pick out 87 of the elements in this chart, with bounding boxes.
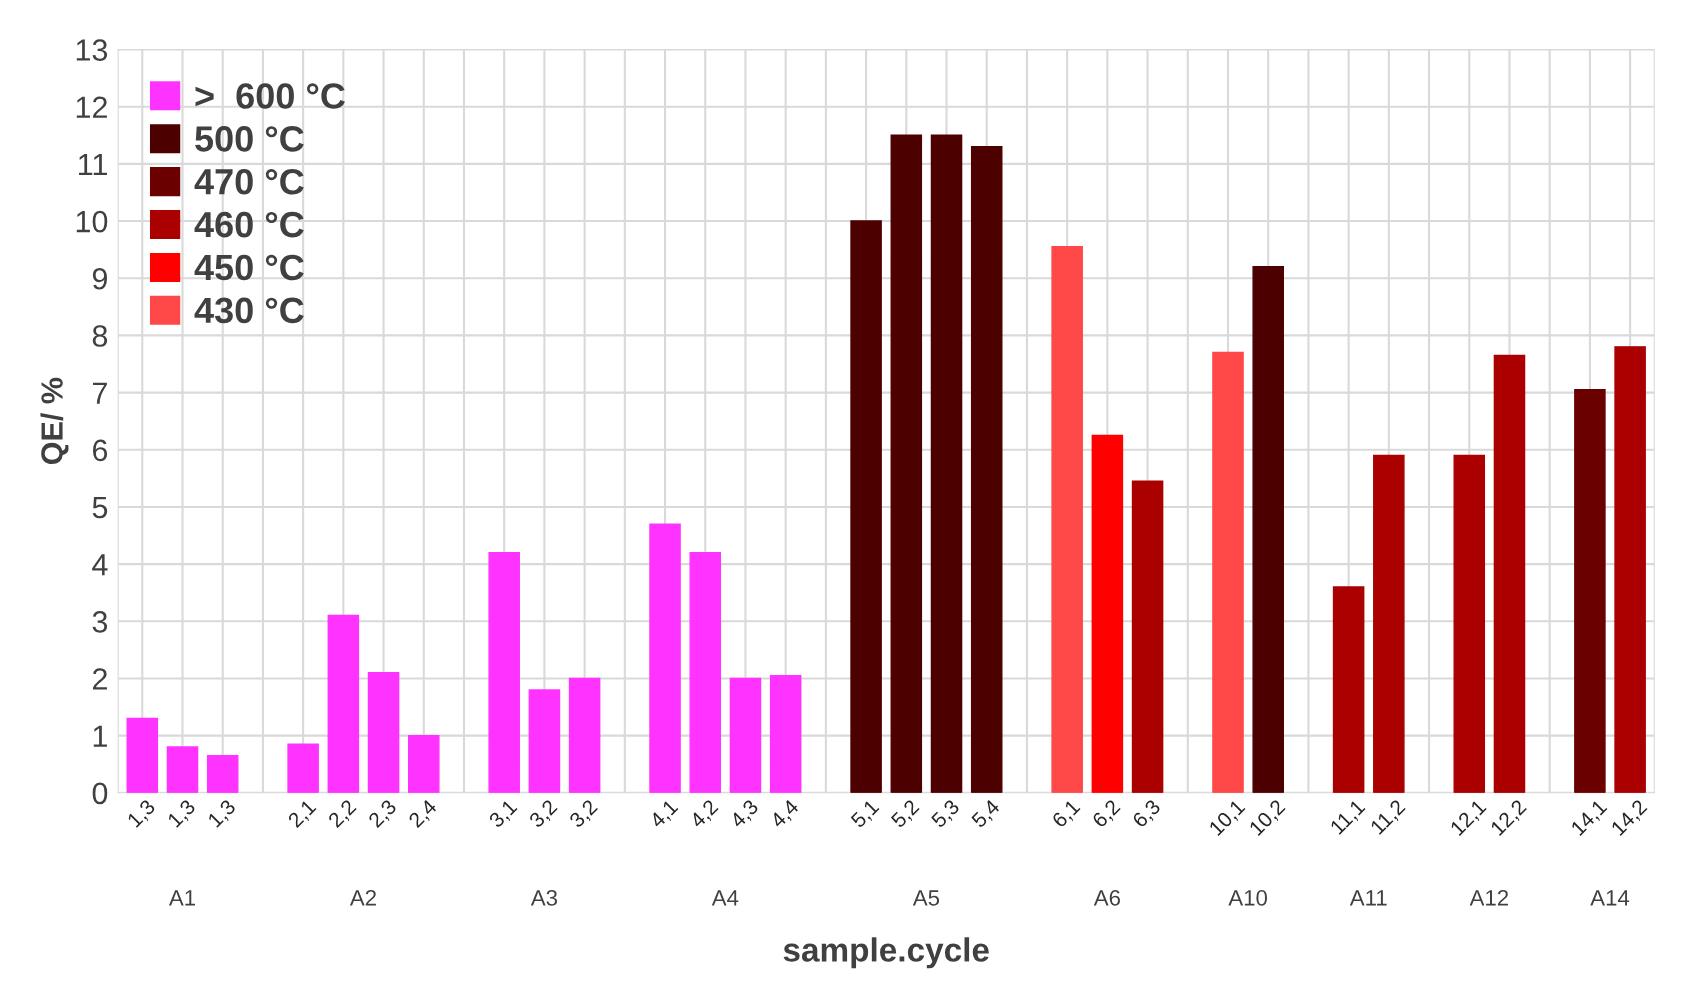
x-axis-title: sample.cycle [783, 937, 989, 969]
bar [970, 146, 1003, 793]
x-tick-label: 5,1 [850, 798, 882, 831]
bar [407, 734, 440, 793]
bar [1252, 266, 1284, 793]
bar [1091, 434, 1124, 793]
text: A5 [912, 890, 940, 906]
x-tick-label: 14,1 [1570, 798, 1610, 838]
x-tick-label: 2,4 [407, 798, 440, 830]
bar [649, 523, 681, 793]
bar [850, 220, 882, 793]
y-tick-label: 11 [79, 153, 107, 175]
x-tick-label: 1,3 [207, 798, 238, 830]
bar [1131, 480, 1164, 793]
y-tick-label: 13 [76, 39, 108, 61]
bar [327, 614, 360, 793]
bar [166, 746, 199, 793]
x-tick-label: 3,2 [568, 798, 600, 831]
y-tick-label: 9 [92, 267, 107, 290]
bar [1373, 454, 1405, 793]
x-tick-label: 4,4 [769, 798, 802, 831]
y-tick-label: 6 [93, 439, 108, 462]
y-axis-title: QE/ % [40, 377, 69, 465]
bar [1614, 346, 1646, 793]
y-tick-label: 10 [76, 210, 108, 233]
x-tick-label: 6,3 [1131, 798, 1163, 830]
bar [287, 743, 319, 793]
text: A6 [1093, 890, 1120, 906]
x-tick-label: 6,1 [1051, 798, 1083, 830]
x-tick-label: 12,1 [1449, 798, 1489, 838]
x-tick-label: 1,3 [126, 798, 158, 830]
bar [528, 689, 561, 793]
y-tick-label: 0 [92, 782, 108, 805]
bar [890, 134, 923, 793]
x-tick-label: 6,2 [1091, 798, 1123, 830]
x-tick-label: 11,2 [1369, 798, 1408, 837]
bar [729, 677, 762, 793]
y-tick-label: 3 [92, 611, 108, 633]
legend-label: 460 °C [194, 211, 304, 238]
bar [1332, 586, 1365, 793]
text: A12 [1469, 890, 1509, 906]
bar [126, 717, 159, 793]
legend-label: 450 °C [194, 254, 304, 281]
x-tick-label: 2,3 [367, 798, 399, 830]
bar [689, 551, 722, 793]
bar [568, 677, 601, 793]
y-tick-label: 7 [93, 382, 107, 404]
bar [1574, 389, 1606, 793]
bar [488, 551, 520, 793]
legend-label: > 600 °C [195, 83, 345, 109]
x-tick-label: 5,2 [890, 798, 922, 831]
legend-label: 470 °C [194, 168, 304, 195]
x-tick-label: 1,3 [166, 798, 198, 830]
x-tick-label: 10,1 [1208, 798, 1248, 838]
x-tick-label: 4,2 [688, 798, 721, 831]
y-tick-label: 4 [92, 554, 108, 576]
text: A4 [711, 890, 739, 906]
text: A14 [1590, 890, 1630, 906]
y-tick-label: 5 [92, 496, 108, 519]
x-tick-label: 4,3 [729, 798, 761, 831]
bar [1051, 246, 1083, 793]
x-tick-label: 2,2 [327, 798, 359, 830]
x-tick-label: 5,4 [970, 798, 1003, 831]
bar [1453, 454, 1486, 793]
bar [367, 672, 400, 793]
legend-label: 430 °C [194, 297, 304, 324]
text: A3 [530, 890, 558, 906]
text: A11 [1349, 890, 1387, 906]
text: A10 [1228, 890, 1268, 906]
bar [1493, 354, 1526, 793]
y-tick-label: 2 [92, 668, 107, 690]
x-tick-label: 3,1 [488, 798, 520, 831]
x-tick-label: 3,2 [528, 798, 560, 831]
x-tick-label: 11,1 [1329, 798, 1368, 837]
text: A2 [349, 890, 376, 906]
y-tick-label: 8 [92, 325, 108, 347]
y-tick-label: 1 [93, 725, 107, 747]
x-tick-label: 2,1 [287, 798, 319, 830]
legend-label: 500 °C [195, 126, 304, 152]
text: A1 [168, 890, 195, 906]
x-tick-label: 5,3 [930, 798, 962, 831]
bar [769, 674, 802, 793]
bar [1212, 351, 1244, 793]
x-tick-label: 4,1 [648, 798, 681, 831]
bar [930, 134, 963, 793]
y-tick-label: 12 [76, 96, 107, 118]
bar [206, 754, 239, 793]
